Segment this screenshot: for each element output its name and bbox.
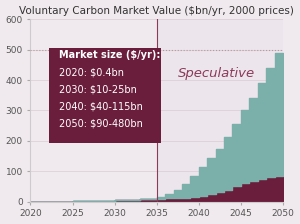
Text: 2050: $90-480bn: 2050: $90-480bn	[59, 118, 143, 128]
Text: 2040: $40-115bn: 2040: $40-115bn	[59, 101, 143, 111]
Title: Voluntary Carbon Market Value ($bn/yr, 2000 prices): Voluntary Carbon Market Value ($bn/yr, 2…	[19, 6, 294, 15]
Text: Market size ($/yr):: Market size ($/yr):	[59, 50, 161, 60]
Text: 2020: $0.4bn: 2020: $0.4bn	[59, 67, 124, 77]
Text: Speculative: Speculative	[178, 67, 255, 80]
FancyBboxPatch shape	[50, 48, 160, 143]
Text: 2030: $10-25bn: 2030: $10-25bn	[59, 84, 137, 94]
Bar	[157, 19, 283, 202]
